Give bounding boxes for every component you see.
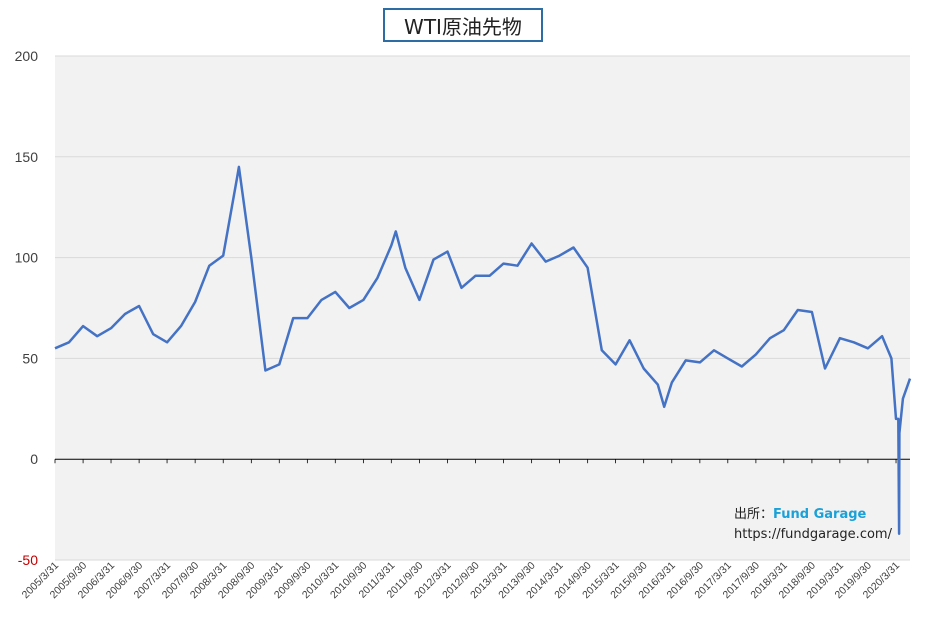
y-axis-ticks: 200 150 100 50 0 -50 xyxy=(15,48,39,568)
price-line xyxy=(54,165,912,536)
y-tick-label: -50 xyxy=(18,552,38,568)
y-tick-label: 50 xyxy=(22,350,38,366)
source-note: 出所：Fund Garage xyxy=(734,503,866,522)
y-tick-label: 100 xyxy=(15,250,39,266)
series-lines xyxy=(54,165,912,536)
y-tick-label: 200 xyxy=(15,48,39,64)
y-tick-label: 150 xyxy=(15,149,39,165)
source-url: https://fundgarage.com/ xyxy=(734,527,892,542)
plot-area xyxy=(55,56,910,560)
source-brand: Fund Garage xyxy=(773,507,867,522)
y-tick-label: 0 xyxy=(30,451,38,467)
chart-title: WTI原油先物 xyxy=(383,8,543,42)
source-label: 出所： xyxy=(734,507,774,522)
gridlines xyxy=(55,55,910,561)
